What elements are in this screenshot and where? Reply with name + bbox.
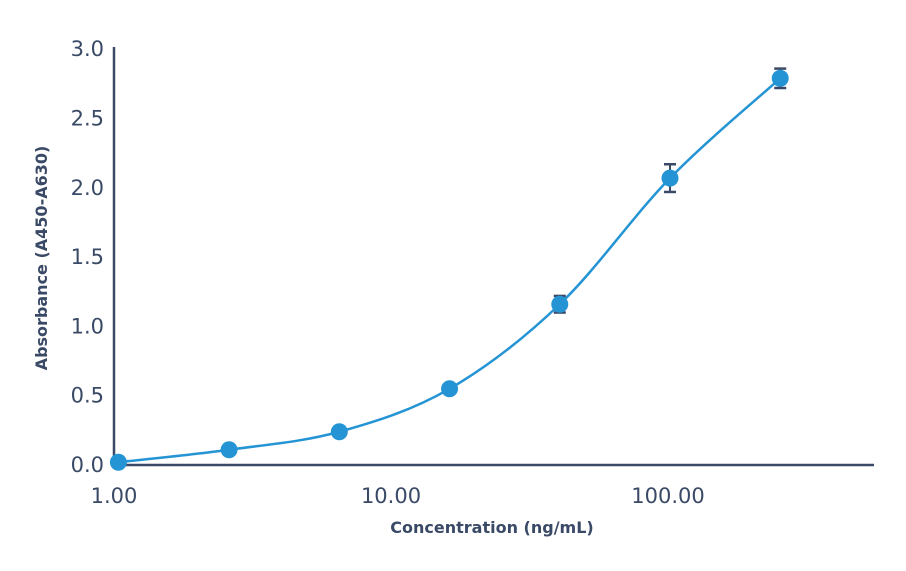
data-point	[441, 380, 459, 398]
y-tick-label: 2.5	[71, 107, 104, 131]
data-point	[551, 295, 569, 313]
x-axis-title: Concentration (ng/mL)	[390, 518, 593, 537]
y-tick-label: 3.0	[71, 37, 104, 61]
data-point	[661, 169, 679, 187]
data-points	[109, 69, 789, 471]
y-tick-label: 1.0	[71, 314, 104, 338]
y-tick-label: 1.5	[71, 245, 104, 269]
x-tick-label: 10.00	[361, 484, 421, 508]
y-tick-label: 0.0	[71, 453, 104, 477]
y-axis-title: Absorbance (A450-A630)	[32, 146, 51, 371]
x-tick-label: 1.00	[91, 484, 138, 508]
data-point	[330, 423, 348, 441]
y-tick-label: 2.0	[71, 176, 104, 200]
y-tick-label: 0.5	[71, 384, 104, 408]
x-axis-tick-labels: 1.00 10.00 100.00	[91, 484, 705, 508]
data-point	[771, 69, 789, 87]
x-tick-label: 100.00	[631, 484, 704, 508]
error-bars	[553, 67, 787, 314]
data-point	[109, 453, 127, 471]
data-point	[220, 441, 238, 459]
fit-curve	[118, 77, 782, 464]
y-axis-tick-labels: 0.0 0.5 1.0 1.5 2.0 2.5 3.0	[71, 37, 104, 477]
